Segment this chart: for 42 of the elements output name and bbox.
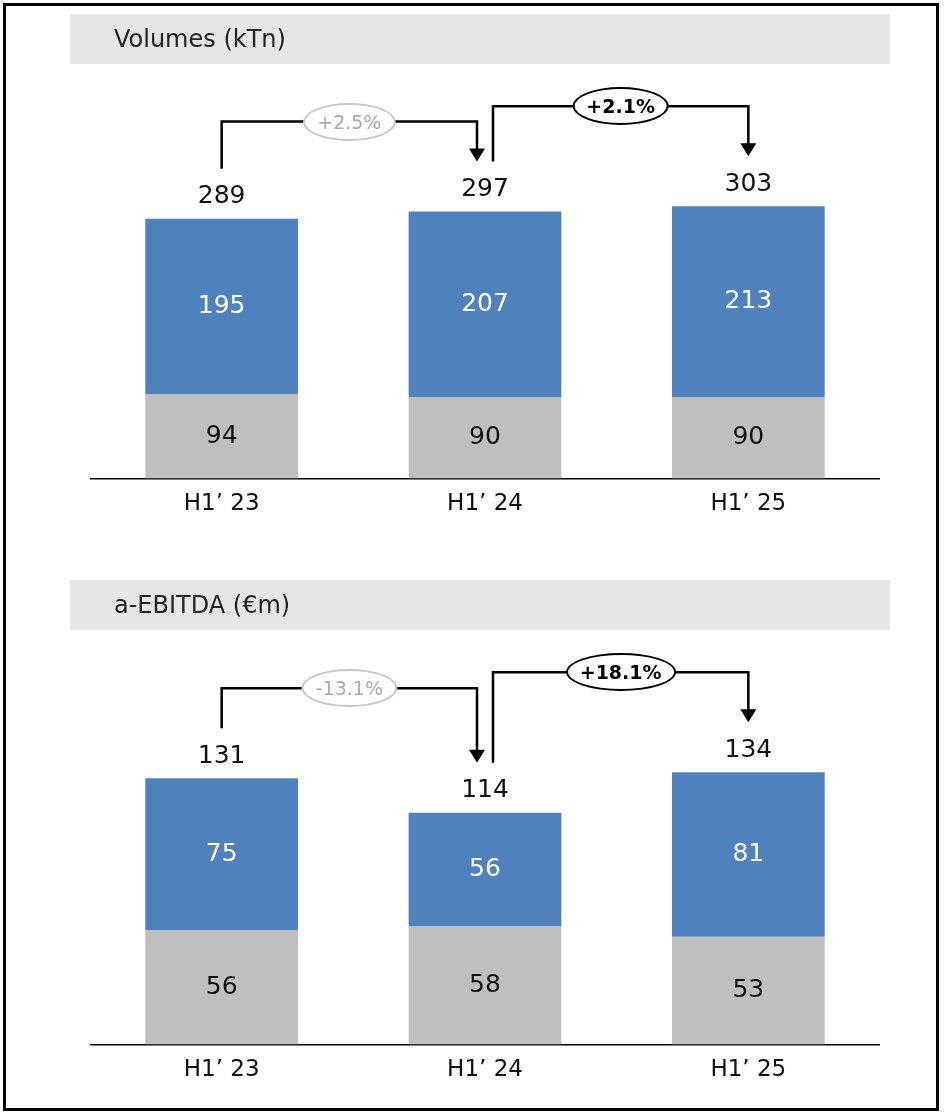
bar xyxy=(671,936,825,1045)
total-label: 134 xyxy=(724,733,773,763)
x-tick-label: H1’ 25 xyxy=(710,489,787,516)
total-label: 114 xyxy=(461,774,509,804)
bar xyxy=(145,218,299,394)
data-label: 53 xyxy=(732,974,765,1004)
chart-title: a-EBITDA (€m) xyxy=(70,580,890,630)
text: -13.1% xyxy=(301,669,397,708)
bar xyxy=(408,211,562,398)
bar xyxy=(408,397,562,479)
text: +2.5% xyxy=(303,102,396,141)
bar xyxy=(671,397,825,479)
bar xyxy=(145,393,299,479)
total-label: 297 xyxy=(461,173,509,203)
data-label: 58 xyxy=(469,968,501,998)
x-tick-label: H1’ 25 xyxy=(710,1055,787,1082)
data-label: 56 xyxy=(469,853,501,883)
total-label: 303 xyxy=(724,167,773,197)
bar xyxy=(408,812,562,927)
total-label: 289 xyxy=(197,180,246,210)
x-tick-label: H1’ 23 xyxy=(183,489,260,516)
x-tick-label: H1’ 24 xyxy=(447,1055,523,1082)
bar xyxy=(145,778,299,931)
chart-title: Volumes (kTn) xyxy=(70,14,890,64)
bar xyxy=(145,930,299,1045)
text: +18.1% xyxy=(565,653,676,692)
data-label: 90 xyxy=(732,421,765,451)
bar xyxy=(671,206,825,398)
data-label: 56 xyxy=(205,971,238,1001)
data-label: 195 xyxy=(197,289,246,319)
text: +2.1% xyxy=(572,87,669,126)
data-label: 94 xyxy=(205,419,238,449)
bar xyxy=(408,926,562,1045)
data-label: 81 xyxy=(732,837,765,867)
x-tick-label: H1’ 24 xyxy=(447,489,523,516)
total-label: 131 xyxy=(197,739,246,769)
data-label: 207 xyxy=(461,288,509,318)
data-label: 90 xyxy=(469,421,501,451)
data-label: 213 xyxy=(724,285,773,315)
bar xyxy=(671,772,825,937)
x-tick-label: H1’ 23 xyxy=(183,1055,260,1082)
data-label: 75 xyxy=(205,837,238,867)
